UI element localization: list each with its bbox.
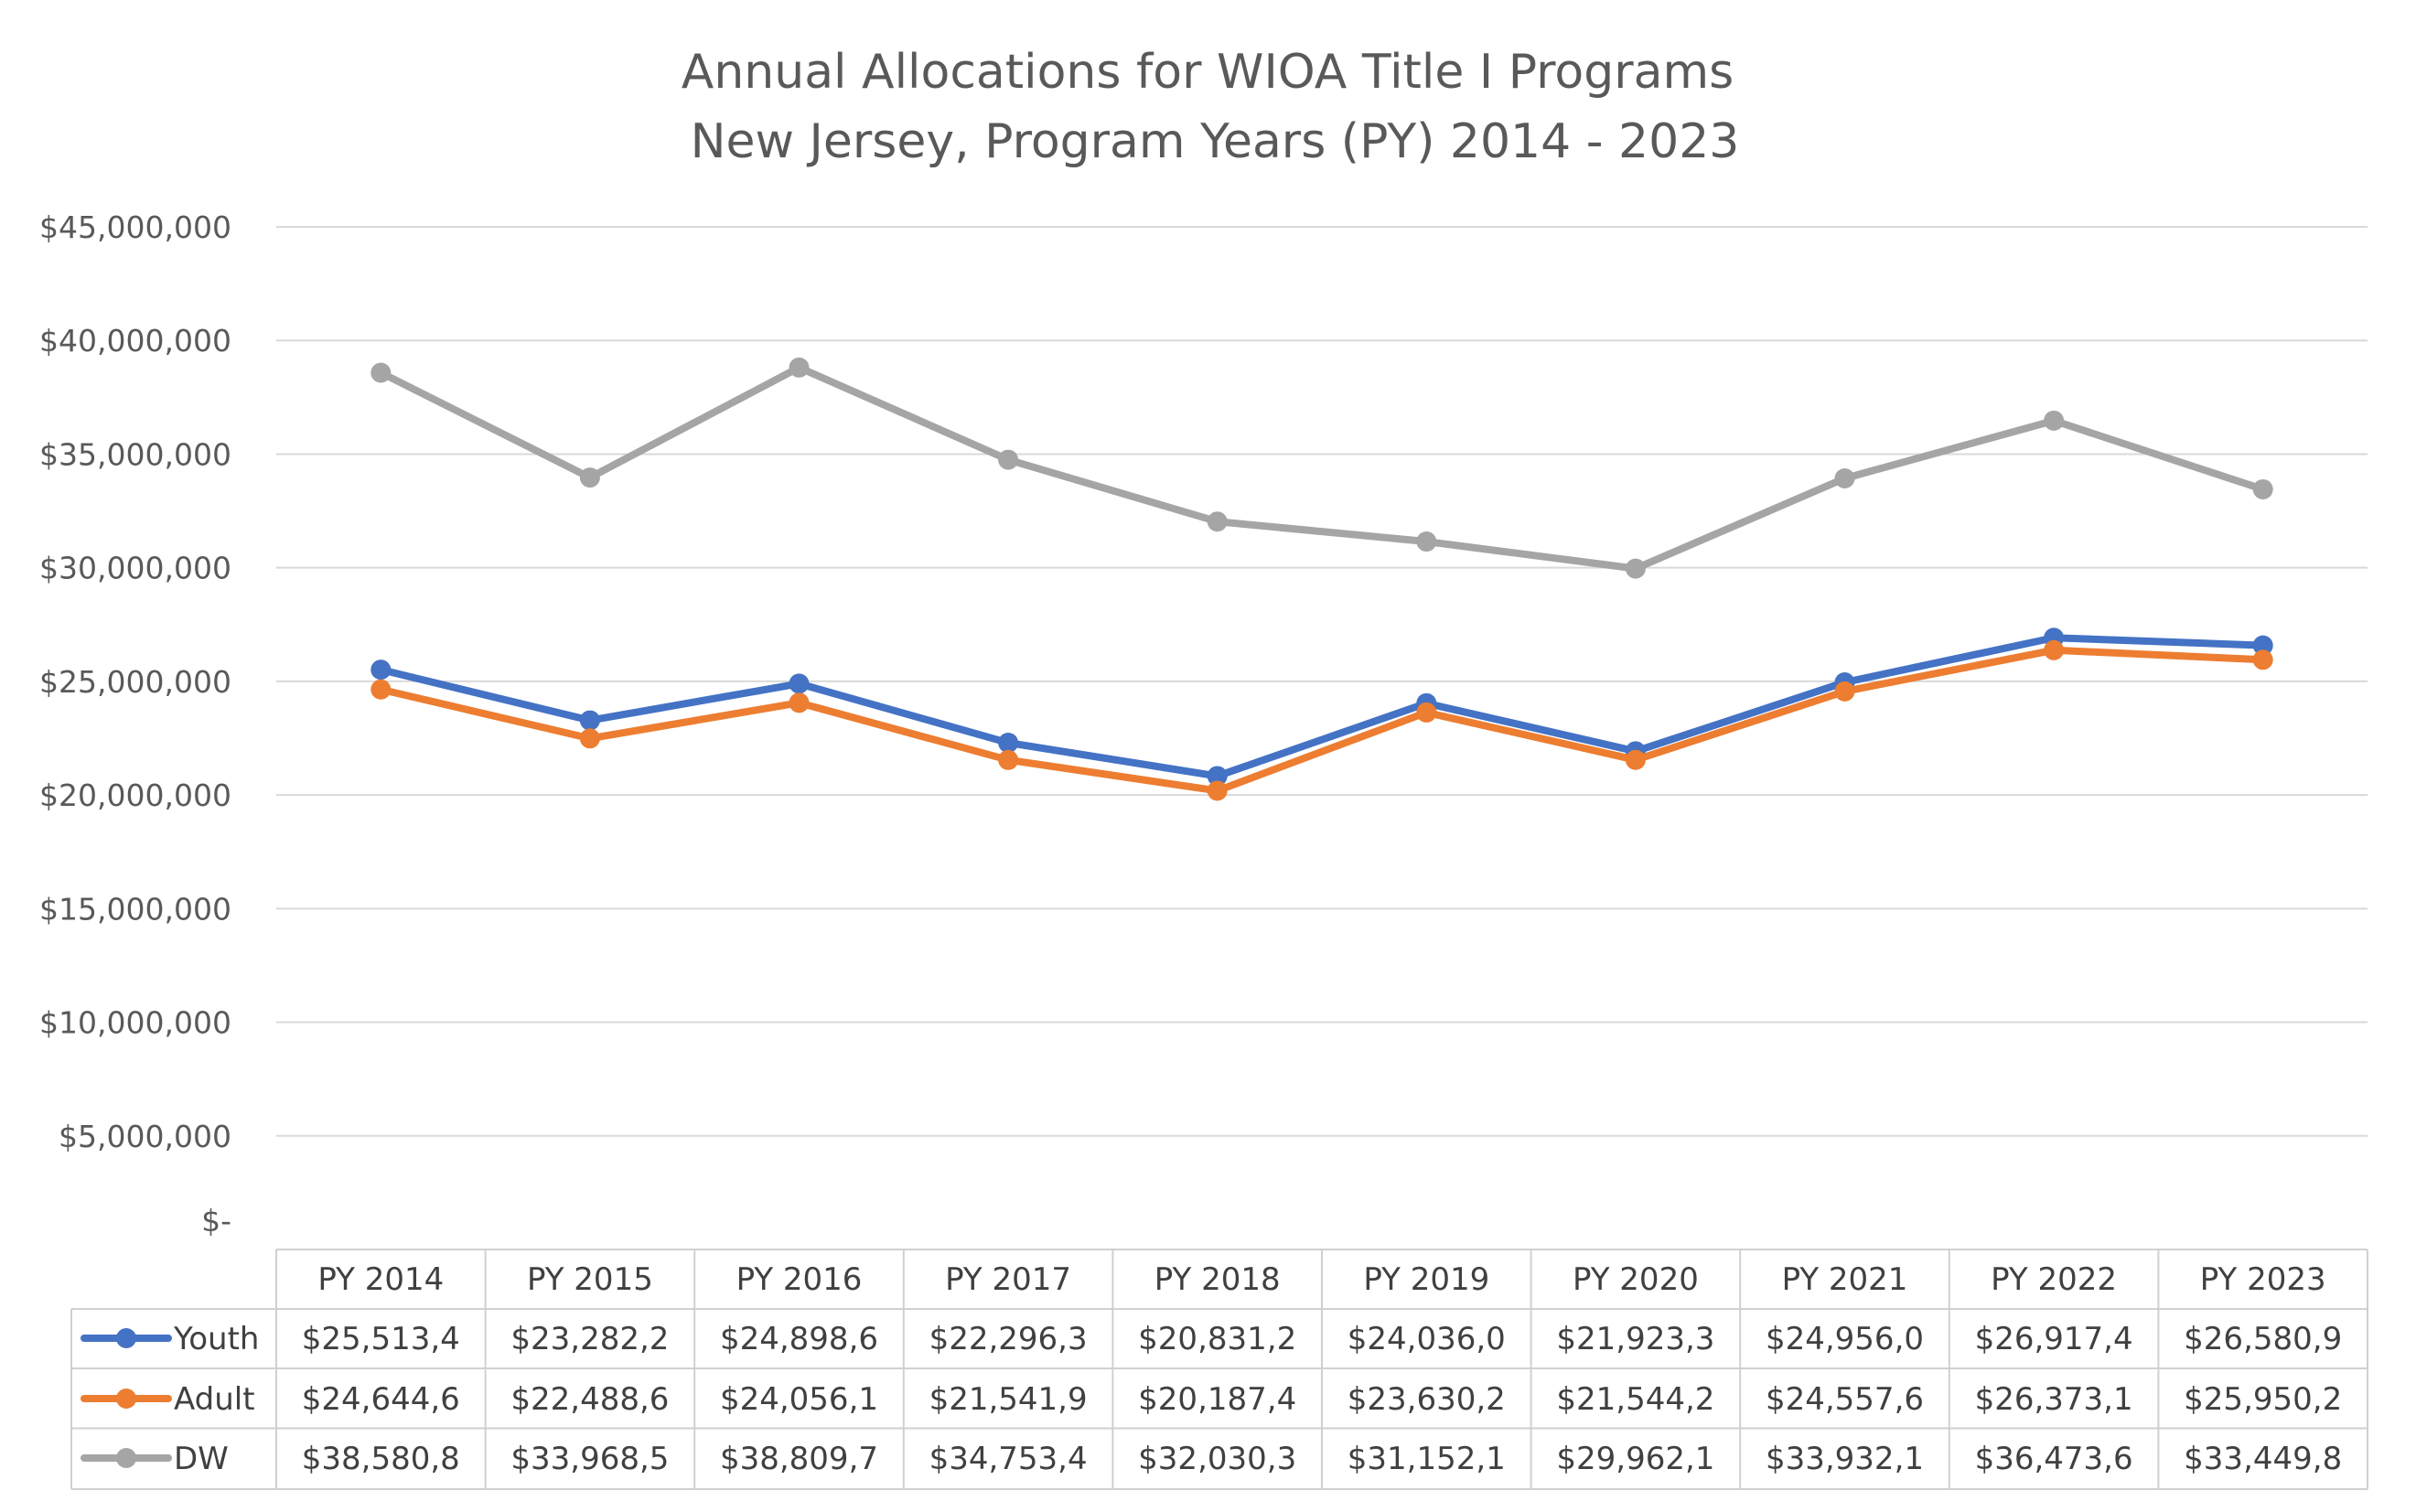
chart-title-line-1: Annual Allocations for WIOA Title I Prog… [682,45,1734,100]
table-cell-value: $24,557,6 [1766,1381,1924,1418]
data-point-youth [998,733,1019,754]
data-point-adult [1207,780,1228,801]
y-tick-label: $20,000,000 [39,777,231,813]
y-tick-label: $40,000,000 [39,323,231,359]
table-cell-value: $33,968,5 [510,1441,669,1477]
x-tick-label: PY 2021 [1782,1261,1908,1298]
x-tick-label: PY 2020 [1573,1261,1699,1298]
table-cell-value: $24,956,0 [1766,1321,1924,1357]
data-point-dw [370,362,392,383]
data-point-dw [2044,410,2065,431]
table-cell-value: $24,644,6 [302,1381,460,1418]
y-tick-label: $- [201,1203,231,1239]
y-tick-label: $35,000,000 [39,436,231,472]
x-tick-label: PY 2023 [2200,1261,2326,1298]
table-cell-value: $20,187,4 [1138,1381,1296,1418]
table-cell-value: $29,962,1 [1556,1441,1714,1477]
table-cell-value: $26,917,4 [1975,1321,2133,1357]
gridlines [276,226,2368,1137]
data-point-dw [1416,531,1437,552]
legend-label: DW [174,1441,229,1477]
table-cell-value: $22,296,3 [929,1321,1088,1357]
table-cell-value: $38,580,8 [302,1441,460,1477]
x-tick-label: PY 2015 [527,1261,653,1298]
data-point-adult [2252,649,2273,670]
legend-key-marker [116,1328,136,1348]
table-cell-value: $24,036,0 [1348,1321,1506,1357]
data-point-adult [2044,639,2065,660]
data-point-dw [998,449,1019,470]
x-tick-label: PY 2019 [1363,1261,1489,1298]
series-line-dw [377,363,2267,573]
y-tick-label: $25,000,000 [39,664,231,700]
table-cell-value: $33,449,8 [2184,1441,2342,1477]
table-cell-value: $21,923,3 [1556,1321,1714,1357]
table-cell-value: $34,753,4 [929,1441,1088,1477]
data-point-adult [1625,749,1646,770]
table-cell-value: $21,541,9 [929,1381,1088,1418]
data-point-adult [998,749,1019,770]
y-tick-label: $5,000,000 [59,1119,231,1154]
table-cell-value: $23,282,2 [510,1321,669,1357]
data-table: PY 2014 PY 2015 PY 2016 PY 2017 PY 2018 PY 20… [70,1249,2368,1490]
table-cell-value: $25,513,4 [302,1321,460,1357]
table-cell-value: $21,544,2 [1556,1381,1714,1418]
table-cell-value: $25,950,2 [2184,1381,2342,1418]
series-line-youth [377,634,2267,780]
data-point-adult [370,679,392,700]
table-cell-value: $20,831,2 [1138,1321,1296,1357]
x-tick-label: PY 2018 [1154,1261,1281,1298]
data-point-youth [1207,766,1228,787]
table-cell-value: $24,898,6 [720,1321,878,1357]
series-line-adult [377,646,2267,795]
legend-label: Youth [173,1321,259,1357]
y-tick-label: $15,000,000 [39,891,231,927]
data-point-dw [1207,511,1228,532]
table-cell-value: $26,580,9 [2184,1321,2342,1357]
data-point-dw [1625,558,1646,579]
x-tick-label: PY 2017 [945,1261,1071,1298]
data-point-dw [1834,467,1855,488]
legend-key-marker [116,1448,136,1468]
data-point-adult [1416,702,1437,723]
table-cell-value: $38,809,7 [720,1441,878,1477]
y-axis: $- $5,000,000 $10,000,000 $15,000,000 $20,00… [39,209,231,1239]
chart-title: Annual Allocations for WIOA Title I Prog… [682,45,1740,169]
legend-label: Adult [174,1381,255,1418]
data-point-youth [2252,635,2273,656]
x-tick-label: PY 2014 [317,1261,444,1298]
data-point-adult [789,692,810,713]
data-point-dw [579,467,600,488]
data-point-adult [1834,681,1855,702]
legend-key-marker [116,1389,136,1409]
table-cell-value: $33,932,1 [1766,1441,1924,1477]
series-lines [370,357,2273,801]
y-tick-label: $10,000,000 [39,1005,231,1041]
table-cell-value: $31,152,1 [1348,1441,1506,1477]
chart-title-line-2: New Jersey, Program Years (PY) 2014 - 20… [691,114,1740,169]
x-tick-label: PY 2022 [1991,1261,2117,1298]
data-point-youth [370,659,392,681]
data-point-adult [579,728,600,749]
table-cell-value: $24,056,1 [720,1381,878,1418]
data-point-dw [789,357,810,378]
table-cell-value: $26,373,1 [1975,1381,2133,1418]
data-point-youth [579,710,600,731]
data-point-dw [2252,478,2273,499]
y-tick-label: $30,000,000 [39,551,231,586]
table-cell-value: $36,473,6 [1975,1441,2133,1477]
y-tick-label: $45,000,000 [39,209,231,245]
table-cell-value: $32,030,3 [1138,1441,1296,1477]
table-cell-value: $22,488,6 [510,1381,669,1418]
data-point-youth [789,673,810,694]
table-cell-value: $23,630,2 [1348,1381,1506,1418]
x-tick-label: PY 2016 [736,1261,863,1298]
